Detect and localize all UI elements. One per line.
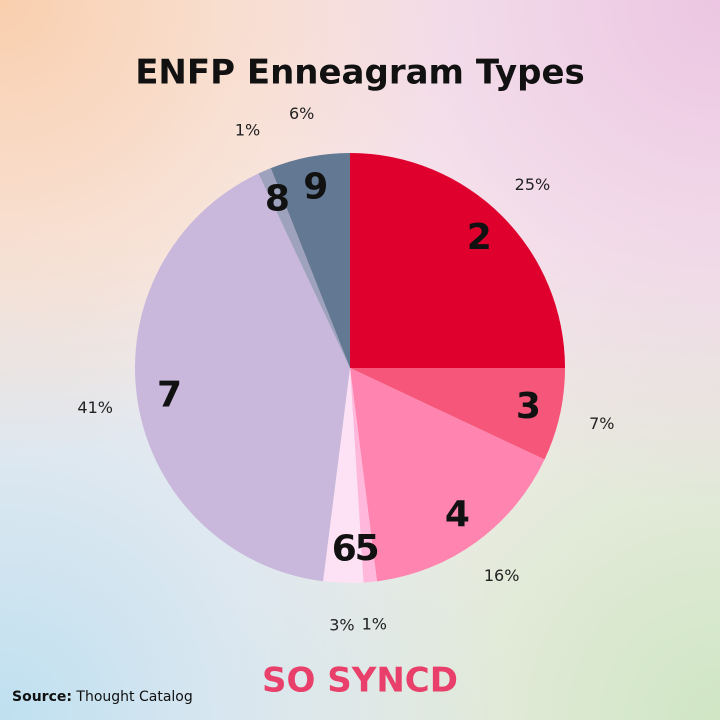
value-label: 7% bbox=[589, 414, 614, 433]
pie-slice bbox=[350, 153, 565, 368]
chart-title: ENFP Enneagram Types bbox=[135, 53, 585, 93]
source: Source: Thought Catalog bbox=[12, 689, 193, 705]
pie-slice bbox=[134, 173, 350, 582]
source-label: Source: bbox=[12, 689, 72, 705]
pie-slice bbox=[270, 153, 350, 368]
brand: SO SYNCD bbox=[262, 661, 458, 701]
value-label: 25% bbox=[515, 175, 551, 194]
pie-slice bbox=[350, 368, 565, 460]
pie-slice bbox=[258, 168, 350, 368]
pie-slice bbox=[350, 368, 545, 582]
pie-slice bbox=[350, 368, 377, 583]
pie-slice bbox=[323, 368, 364, 583]
value-label: 16% bbox=[484, 566, 520, 585]
slice-category: 5 bbox=[355, 528, 380, 569]
value-label: 1% bbox=[235, 121, 260, 140]
slice-category: 2 bbox=[467, 217, 492, 258]
slice-category: 8 bbox=[265, 178, 290, 219]
value-label: 6% bbox=[289, 104, 314, 123]
slice-category: 9 bbox=[303, 166, 328, 207]
slice-category: 4 bbox=[445, 494, 470, 535]
slice-category: 7 bbox=[157, 375, 182, 416]
value-label: 3% bbox=[329, 615, 354, 634]
value-label: 1% bbox=[362, 614, 387, 633]
slice-category: 3 bbox=[516, 386, 541, 427]
slice-category: 6 bbox=[332, 529, 357, 570]
source-name: Thought Catalog bbox=[75, 689, 192, 705]
value-label: 41% bbox=[77, 398, 113, 417]
